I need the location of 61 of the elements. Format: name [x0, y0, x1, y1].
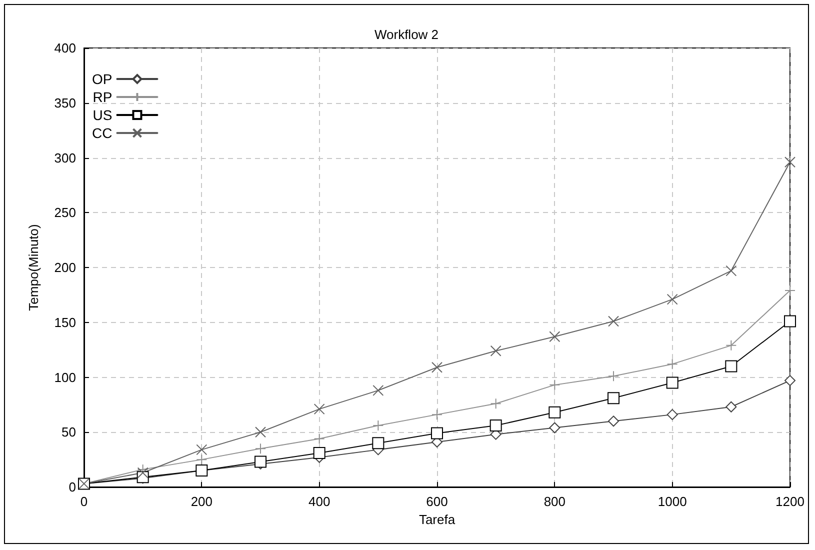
- point: [372, 437, 384, 450]
- point: [549, 331, 560, 342]
- legend-label: US: [92, 107, 112, 123]
- point: [608, 392, 620, 404]
- x-axis-title: Tarefa: [418, 512, 456, 527]
- point: [314, 404, 325, 415]
- point: [608, 416, 619, 427]
- point: [490, 345, 502, 356]
- x-tick-label: 1000: [658, 494, 687, 509]
- point: [666, 294, 678, 305]
- x-tick-label: 0: [80, 494, 88, 509]
- point: [432, 362, 442, 373]
- legend-label: CC: [92, 125, 112, 141]
- point: [255, 443, 266, 454]
- point: [608, 370, 619, 382]
- y-axis-title: Tempo(Minuto): [26, 224, 41, 311]
- y-tick-label: 100: [54, 370, 76, 385]
- y-tick-label: 0: [68, 480, 76, 494]
- point: [666, 409, 678, 420]
- point: [784, 156, 796, 168]
- point: [725, 360, 738, 372]
- point: [784, 285, 796, 296]
- point: [196, 454, 208, 466]
- y-tick-label: 350: [54, 95, 76, 110]
- point: [726, 401, 737, 412]
- point: [255, 426, 266, 438]
- point: [490, 420, 502, 432]
- point: [549, 379, 560, 390]
- point: [372, 384, 384, 396]
- point: [666, 376, 678, 389]
- x-tick-label: 400: [308, 494, 330, 509]
- point: [784, 375, 796, 386]
- point: [313, 446, 326, 459]
- point: [372, 420, 384, 432]
- point: [490, 398, 502, 410]
- point: [549, 422, 560, 434]
- point: [548, 406, 561, 418]
- x-tick-label: 600: [426, 494, 448, 509]
- y-tick-label: 150: [54, 314, 76, 330]
- point: [254, 456, 266, 468]
- y-tick-label: 400: [54, 40, 76, 56]
- x-tick-label: 1200: [776, 494, 804, 509]
- point: [432, 409, 442, 420]
- x-tick-label: 800: [544, 494, 566, 509]
- point: [431, 427, 443, 440]
- legend-label: OP: [92, 71, 112, 87]
- point: [314, 433, 325, 444]
- y-tick-label: 50: [62, 424, 76, 440]
- point: [726, 265, 737, 276]
- point: [137, 467, 148, 478]
- point: [666, 358, 678, 370]
- point: [726, 340, 737, 351]
- y-tick-label: 300: [54, 150, 76, 166]
- point: [196, 444, 208, 456]
- chart-title: Workflow 2: [374, 27, 439, 42]
- point: [784, 315, 796, 328]
- y-tick-label: 200: [54, 260, 76, 275]
- x-tick-label: 200: [190, 494, 213, 509]
- y-tick-label: 250: [54, 205, 76, 220]
- legend-label: RP: [92, 89, 112, 105]
- point: [608, 316, 619, 327]
